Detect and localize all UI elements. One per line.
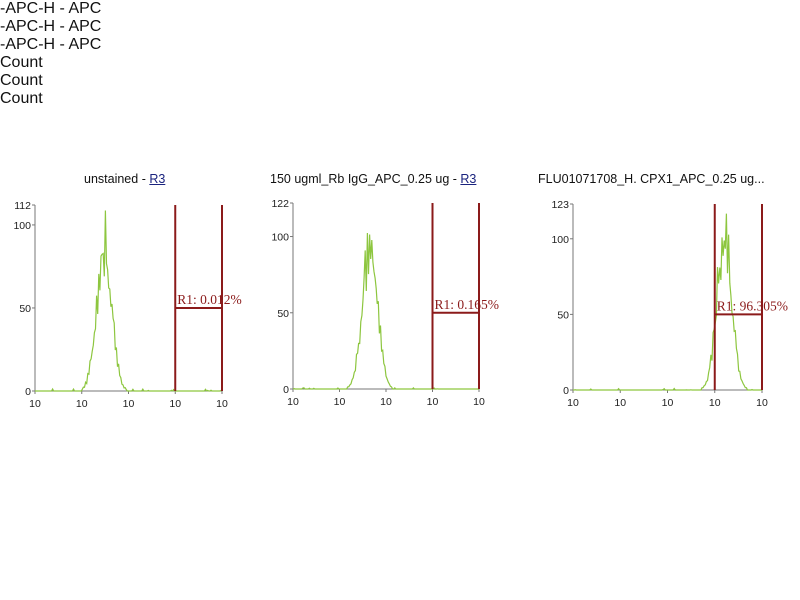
x-tick-label: 10 [123, 398, 135, 410]
gate-label: R1: 96.305% [717, 298, 788, 313]
title-separator: - [138, 172, 150, 186]
x-tick-label: 10 [380, 396, 392, 408]
x-tick-label: 10 [662, 397, 674, 409]
gate-link[interactable]: R3 [149, 172, 166, 186]
x-tick-label: 10 [169, 398, 181, 410]
x-axis-label[interactable]: -APC-H - APC [0, 36, 102, 53]
panel-title-text: unstained [84, 172, 139, 186]
x-tick-label: 10 [567, 397, 579, 409]
y-axis-label: Count [0, 54, 43, 71]
y-tick-label: 50 [277, 308, 289, 320]
histogram-trace [573, 213, 762, 391]
x-tick-label: 10 [334, 396, 346, 408]
y-tick-label: 112 [14, 200, 31, 212]
y-tick-label: 100 [13, 220, 31, 232]
histogram-panel-2: 150 ugml_Rb IgG_APC_0.25 ug - R3 [0, 172, 476, 442]
x-axis-label[interactable]: -APC-H - APC [0, 18, 102, 35]
y-tick-label: 50 [19, 303, 31, 315]
panel-title: FLU01071708_H. CPX1_APC_0.25 ug... [538, 172, 765, 186]
x-tick-label: 10 [709, 397, 721, 409]
y-axis-label: Count [0, 72, 43, 89]
panel-title-text: FLU01071708_H. CPX1_APC_0.25 ug... [538, 172, 765, 186]
y-tick-label: 100 [551, 234, 569, 246]
y-tick-label: 50 [557, 309, 569, 321]
histogram-trace [292, 232, 479, 390]
y-tick-label: 0 [563, 385, 569, 397]
panel-title: 150 ugml_Rb IgG_APC_0.25 ug - R3 [270, 172, 476, 186]
gate-link[interactable]: R3 [460, 172, 477, 186]
y-tick-label: 123 [551, 199, 569, 211]
x-tick-label: 10 [216, 398, 228, 410]
x-tick-label: 10 [76, 398, 88, 410]
histogram-trace [35, 210, 223, 392]
gate-label: R1: 0.012% [177, 292, 242, 307]
histogram-panel-1: unstained - R3 [0, 172, 260, 442]
x-tick-label: 10 [614, 397, 626, 409]
x-tick-label: 10 [473, 396, 485, 408]
y-tick-label: 122 [271, 198, 289, 210]
y-tick-label: 0 [283, 384, 289, 396]
y-axis-label: Count [0, 90, 43, 107]
x-tick-label: 10 [427, 396, 439, 408]
y-tick-label: 0 [25, 386, 31, 398]
panel-title: unstained - R3 [84, 172, 165, 186]
title-separator: - [449, 172, 461, 186]
histogram-panel-3: FLU01071708_H. CPX1_APC_0.25 ug... [0, 172, 765, 442]
y-tick-label: 100 [271, 232, 289, 244]
x-axis-label[interactable]: -APC-H - APC [0, 0, 102, 17]
x-tick-label: 10 [287, 396, 299, 408]
panel-title-text: 150 ugml_Rb IgG_APC_0.25 ug [270, 172, 450, 186]
gate-label: R1: 0.165% [435, 297, 500, 312]
x-tick-label: 10 [29, 398, 41, 410]
x-tick-label: 10 [756, 397, 768, 409]
